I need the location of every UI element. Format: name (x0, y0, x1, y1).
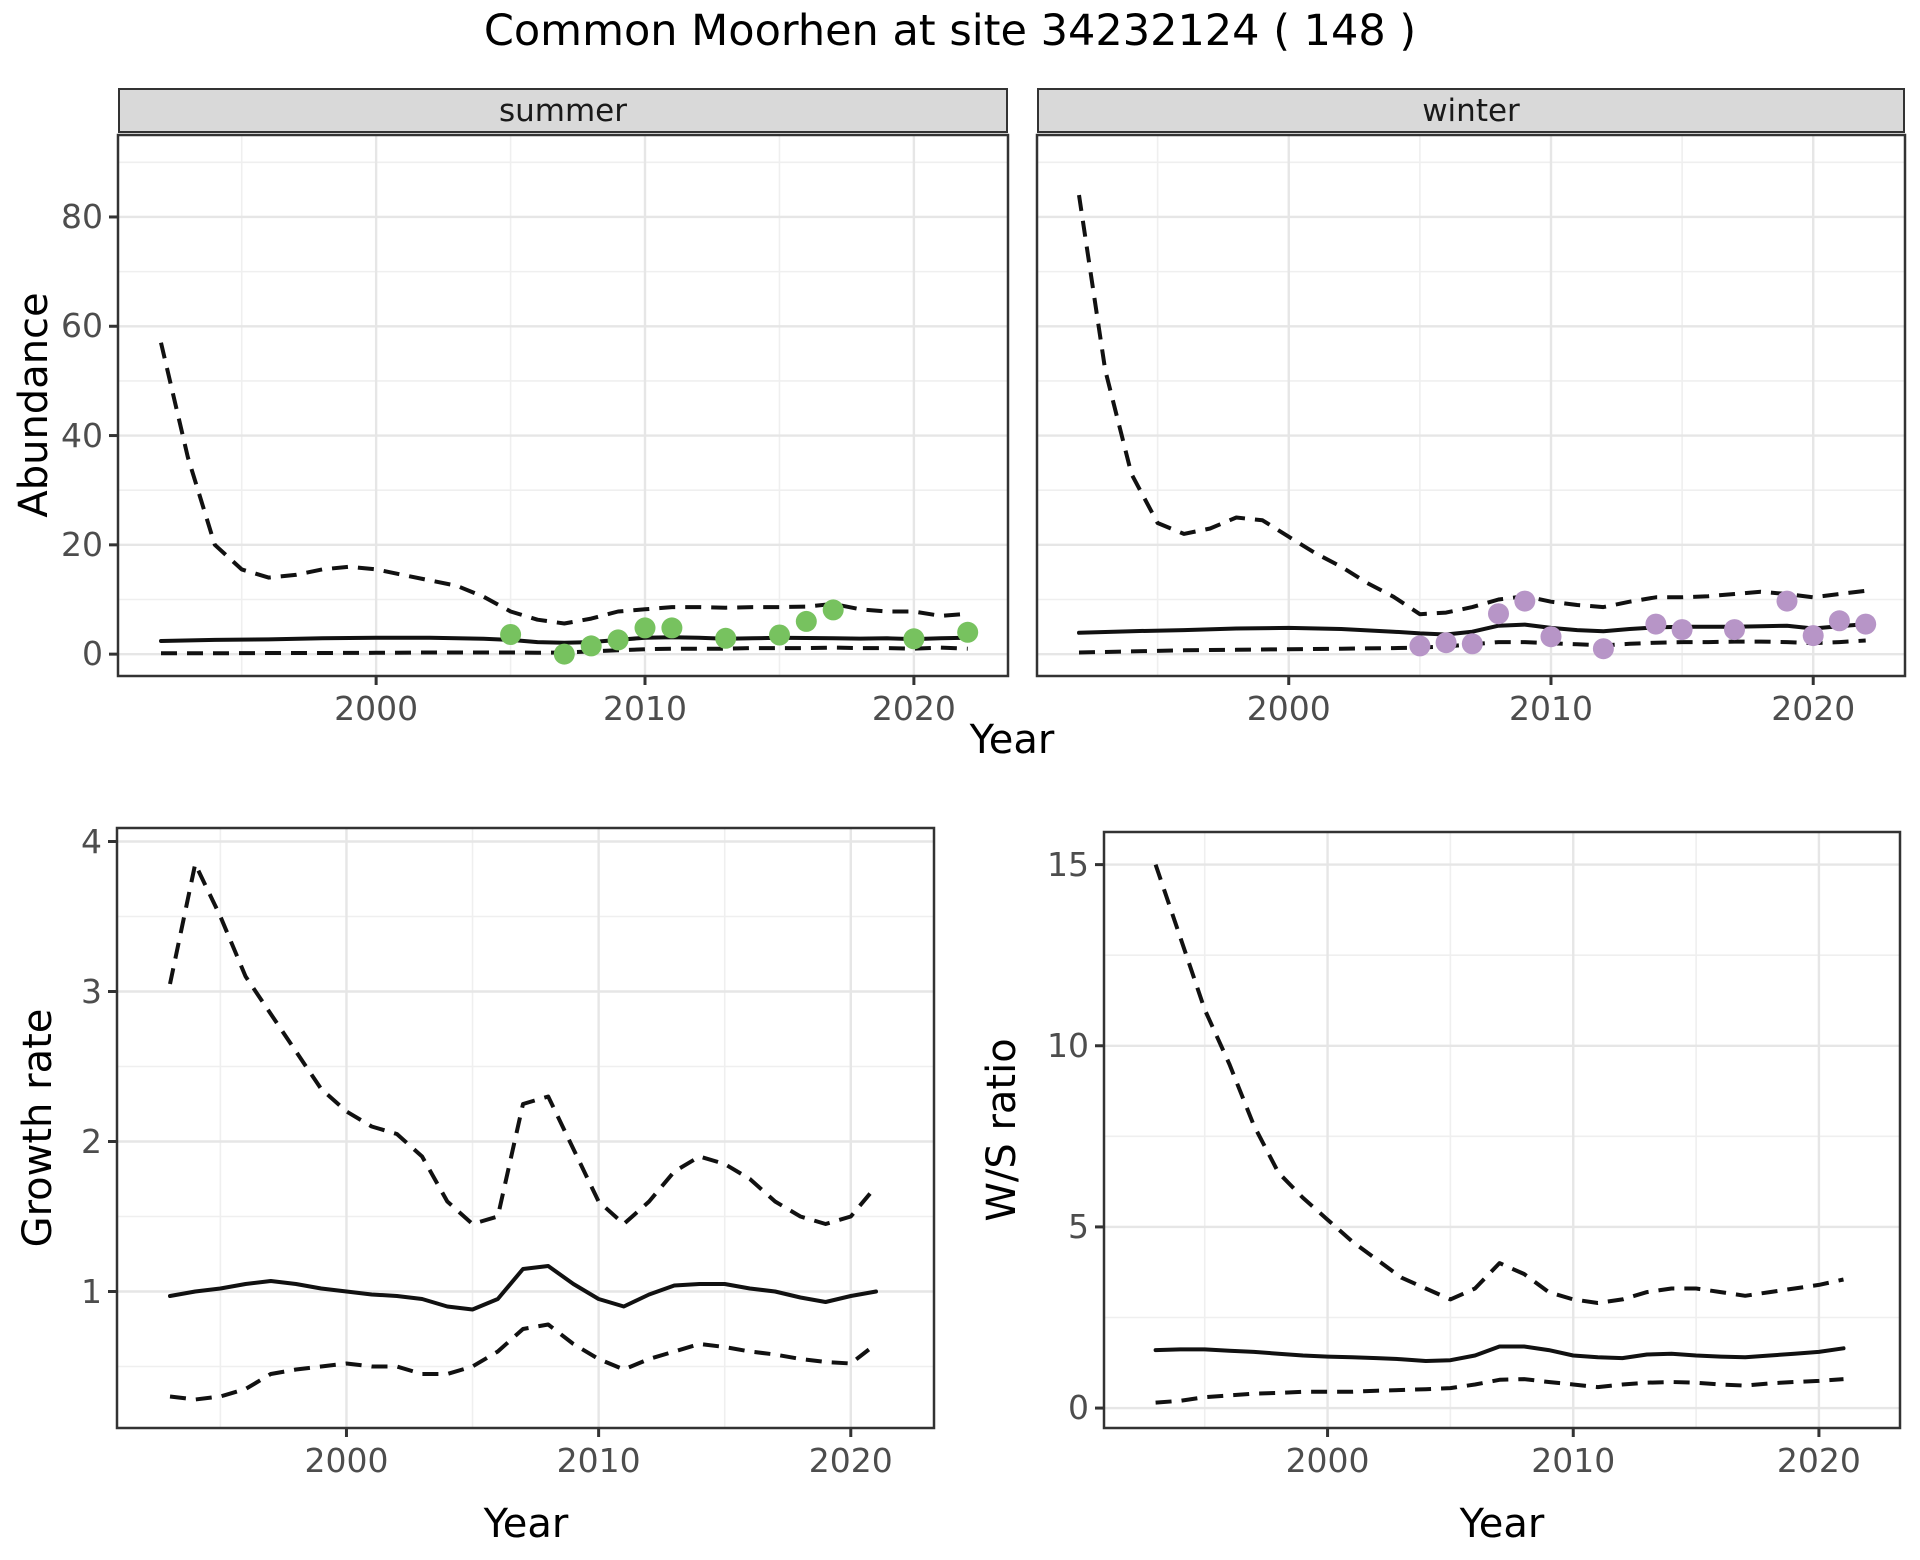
facet-strip-summer-label: summer (498, 92, 627, 129)
data-point (1645, 613, 1667, 635)
data-point (1592, 638, 1614, 660)
ci-line-lower-ci (1155, 1377, 1844, 1405)
data-point (1802, 625, 1824, 647)
facet-strip-winter-label: winter (1422, 92, 1520, 129)
median-line-median (1153, 1344, 1846, 1363)
facet-strip-winter: winter (1037, 88, 1905, 133)
x-tick-label: 2010 (603, 689, 687, 728)
panel-border (115, 826, 936, 1430)
ci-line-lower-ci (161, 645, 968, 656)
data-point (903, 628, 925, 650)
data-point (1435, 632, 1457, 654)
data-point (580, 635, 602, 657)
y-tick-label: 4 (81, 821, 102, 861)
data-point (553, 643, 575, 665)
y-tick-label: 3 (81, 971, 102, 1011)
data-point (1724, 619, 1745, 641)
x-axis-title-year-top: Year (969, 717, 1055, 763)
panel-abundance-summer (109, 133, 1010, 685)
y-tick-label: 5 (1068, 1206, 1089, 1246)
ci-line-upper-ci (168, 862, 878, 1226)
facet-strip-summer: summer (118, 88, 1008, 133)
ci-line-lower-ci (169, 1322, 878, 1402)
ci-line-upper-ci (1077, 194, 1866, 617)
y-tick-label: 80 (61, 196, 103, 236)
data-point (1409, 635, 1431, 657)
data-point (795, 610, 817, 632)
data-point (634, 617, 656, 639)
y-tick-label: 0 (1068, 1388, 1089, 1428)
data-point (822, 599, 844, 621)
ci-line-upper-ci (159, 342, 968, 626)
panel-border (1102, 830, 1902, 1430)
data-point (661, 617, 683, 639)
y-tick-label: 2 (81, 1121, 102, 1161)
y-tick-label: 10 (1047, 1025, 1089, 1065)
data-point (1776, 590, 1798, 612)
data-point (1828, 610, 1850, 632)
data-point (1540, 626, 1562, 648)
data-point (957, 621, 979, 643)
chart-title: Common Moorhen at site 34232124 ( 148 ) (483, 6, 1417, 56)
panel-border (116, 133, 1010, 678)
x-tick-label: 2000 (304, 1441, 389, 1480)
data-point (500, 624, 522, 645)
data-point (715, 627, 737, 649)
median-line-median (168, 1264, 878, 1312)
panel-abundance-winter (1035, 133, 1907, 685)
panel-ws-ratio (1095, 830, 1902, 1437)
panel-border (1035, 133, 1907, 678)
data-point (1671, 619, 1693, 641)
data-point (607, 629, 629, 651)
x-tick-label: 2010 (1531, 1441, 1616, 1480)
y-tick-label: 1 (81, 1271, 102, 1311)
x-tick-label: 2020 (1771, 689, 1856, 728)
data-point (1514, 590, 1536, 612)
panel-growth-rate (108, 826, 936, 1437)
y-tick-label: 40 (61, 415, 103, 455)
y-tick-label: 60 (61, 306, 103, 346)
x-tick-label: 2000 (334, 689, 419, 728)
x-tick-label: 2020 (1776, 1441, 1861, 1480)
x-tick-label: 2000 (1246, 689, 1331, 728)
x-tick-label: 2010 (1508, 689, 1593, 728)
x-tick-label: 2000 (1285, 1441, 1370, 1480)
data-point (1488, 603, 1509, 625)
data-point (769, 624, 790, 646)
y-axis-title-ws-ratio: W/S ratio (979, 1038, 1025, 1222)
y-tick-label: 15 (1047, 844, 1089, 884)
x-tick-label: 2010 (556, 1441, 641, 1480)
data-point (1461, 633, 1483, 655)
ci-line-upper-ci (1153, 863, 1844, 1305)
y-tick-label: 0 (82, 634, 103, 674)
y-tick-label: 20 (61, 524, 103, 564)
x-tick-label: 2020 (871, 689, 956, 728)
x-axis-title-year-ws: Year (1459, 1501, 1545, 1547)
x-axis-title-year-growth: Year (483, 1501, 569, 1547)
x-tick-label: 2020 (808, 1441, 893, 1480)
data-point (1855, 613, 1877, 635)
